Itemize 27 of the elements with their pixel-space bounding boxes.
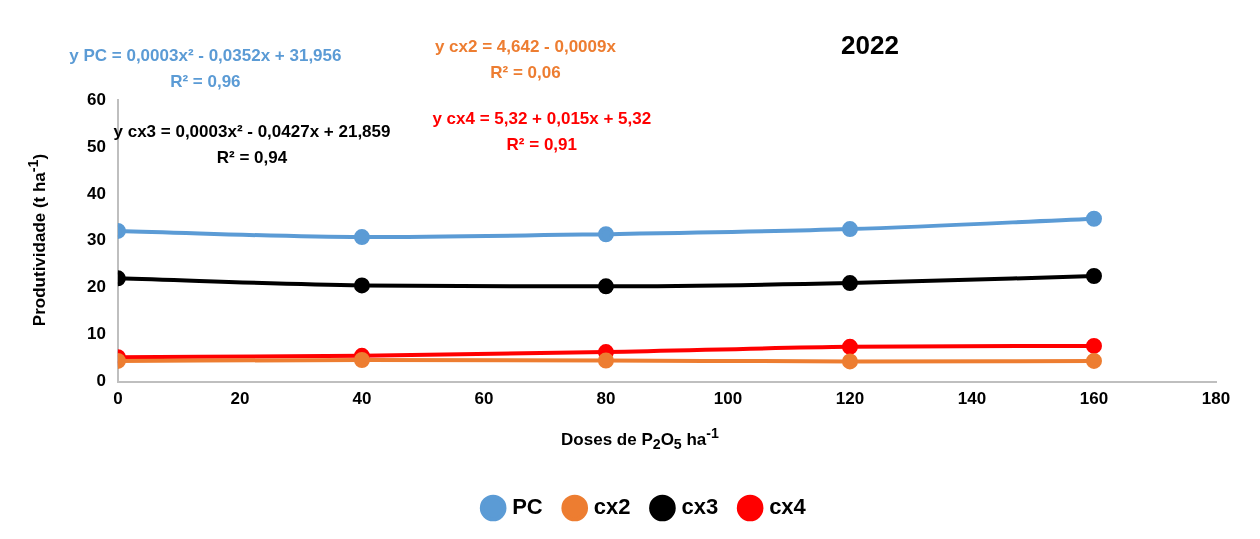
chart-title: 2022 — [840, 30, 900, 61]
x-tick-label: 120 — [835, 389, 865, 409]
legend-label: cx3 — [681, 494, 719, 520]
x-tick-label: 60 — [474, 389, 494, 409]
y-tick-label: 0 — [96, 371, 106, 391]
y-tick-label: 60 — [86, 89, 106, 109]
x-axis-title: Doses de P$_{2}$O$_{5}$ ha$^{-1}$ — [560, 425, 720, 453]
x-tick-label: 100 — [713, 389, 743, 409]
text: y cx2 = 4,642 - 0,0009x R² = 0,06 — [434, 37, 617, 83]
legend-label: cx2 — [593, 494, 631, 520]
x-tick-label: 160 — [1079, 389, 1109, 409]
legend-label: cx4 — [769, 494, 807, 520]
y-tick-label: 50 — [86, 136, 106, 156]
x-tick-label: 0 — [113, 389, 123, 409]
y-tick-label: 20 — [86, 277, 106, 297]
x-tick-label: 20 — [230, 389, 250, 409]
x-tick-label: 40 — [352, 389, 372, 409]
y-tick-label: 10 — [86, 324, 106, 344]
text: y PC = 0,0003x² - 0,0352x + 31,956 R² = 0,96 — [69, 46, 342, 92]
x-tick-label: 80 — [596, 389, 616, 409]
x-tick-label: 140 — [957, 389, 987, 409]
y-tick-label: 30 — [86, 230, 106, 250]
x-tick-label: 180 — [1201, 389, 1231, 409]
annotation: y cx4 = 5,32 + 0,015x + 5,32 R² = 0,91 — [432, 109, 652, 155]
legend-label: PC — [512, 494, 543, 520]
y-tick-label: 40 — [86, 183, 106, 203]
annotation: y cx3 = 0,0003x² - 0,0427x + 21,859 R² = 0,94 — [113, 121, 391, 167]
